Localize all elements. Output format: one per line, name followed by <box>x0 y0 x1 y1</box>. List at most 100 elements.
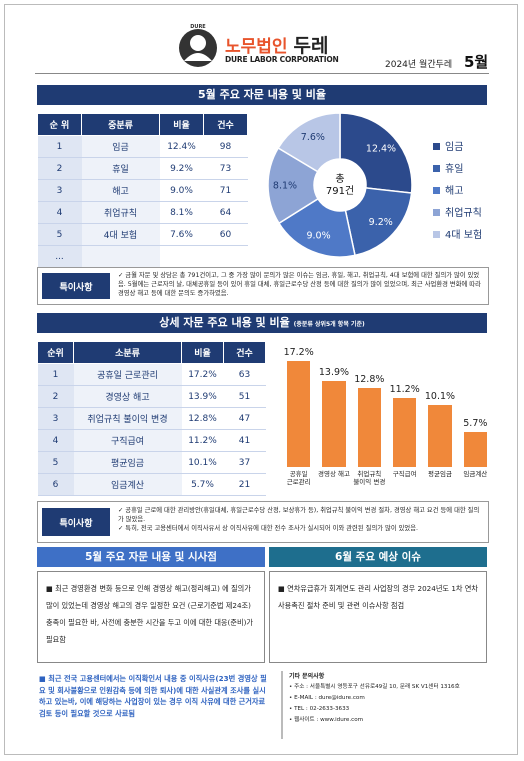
cell: 취업규칙 <box>81 201 160 224</box>
cell: 7.6% <box>159 223 204 246</box>
contact-line: • TEL : 02-2633-3633 <box>289 706 350 712</box>
cell <box>81 245 160 268</box>
cell: 17.2% <box>181 363 224 386</box>
bar <box>428 404 452 467</box>
cell: 공휴일 근로관리 <box>73 363 182 386</box>
logo: DURE <box>179 24 217 67</box>
cell: 12.8% <box>181 407 224 430</box>
table: 순위 소분류 비율 건수 1 공휴일 근로관리 17.2% 63 2 경영상 해고 13.9% 51 3… <box>37 341 266 496</box>
row: 3 해고 9.0% 71 <box>37 179 248 202</box>
header-cell: 비율 <box>159 113 204 136</box>
row: 5 4대 보험 7.6% 60 <box>37 223 248 246</box>
x-tick-label: 임금계산 <box>463 470 488 478</box>
legend-label: 4대 보험 <box>445 229 482 241</box>
header-cell: 순위 <box>37 341 74 364</box>
section-title: 상세 자문 주요 내용 및 비율 (중분류 상위5개 항목 기준) <box>37 313 487 333</box>
cell: 경영상 해고 <box>73 385 182 408</box>
cell: 6 <box>37 473 74 496</box>
cell: 64 <box>203 201 248 224</box>
slice-label: 7.6% <box>301 132 325 143</box>
note-item: ✓ 공휴일 근로에 대한 관리방안(휴일대체, 휴일근로수당 산정, 보상휴가 … <box>118 507 480 523</box>
cell: 3 <box>37 407 74 430</box>
row: 6 임금계산 5.7% 21 <box>37 473 266 496</box>
cell: 해고 <box>81 179 160 202</box>
bar <box>357 388 381 467</box>
issue: 2024년 월간두레 <box>385 60 453 70</box>
cell: 60 <box>203 223 248 246</box>
note-item: ✓ 특히, 전국 고용센터에서 이직사유서 상 이직사유에 대한 전수 조사가 … <box>118 525 418 532</box>
bar-chart: 17.2% 공휴일 근로관리 13.9% 경영상 해고 12.8% 취업규칙 불이익 변경… <box>281 345 493 493</box>
cell: 9.2% <box>159 157 204 180</box>
cell: 취업규칙 불이익 변경 <box>73 407 182 430</box>
cell: 구직급여 <box>73 429 182 452</box>
cell: ... <box>37 245 82 268</box>
center-label: 총 <box>335 173 344 185</box>
note-box: 특이사항 ✓ 금월 자문 및 상담은 총 791건이고, 그 중 가장 많이 문… <box>37 267 489 305</box>
cell <box>203 245 248 268</box>
row: 5 평균임금 10.1% 37 <box>37 451 266 474</box>
contact: 기타 문의사항 • 주소 : 서울특별시 영등포구 선유로49길 10, 문래 … <box>281 671 499 739</box>
cell: 12.4% <box>159 135 204 158</box>
row: 3 취업규칙 불이익 변경 12.8% 47 <box>37 407 266 430</box>
header-cell: 중분류 <box>81 113 160 136</box>
cell: 8.1% <box>159 201 204 224</box>
header-cell: 건수 <box>203 113 248 136</box>
legend-swatch <box>433 165 440 172</box>
line: 웹사이트 : www.idure.com <box>294 717 364 723</box>
table: 순 위 중분류 비율 건수 1 임금 12.4% 98 2 휴일 9.2% 73 3 해고 9.0% 71 4 취… <box>37 113 248 268</box>
line: 주소 : 서울특별시 영등포구 선유로49길 10, 문래 SK V1센터 13… <box>294 684 460 690</box>
cell: 1 <box>37 135 82 158</box>
firm-title: 노무법인 두레 <box>225 31 328 58</box>
text: 최근 전국 고용센터에서는 이직확인서 내용 중 이직사유(23번 경영상 필요… <box>39 674 267 718</box>
header-row: 순위 소분류 비율 건수 <box>37 341 266 364</box>
center-label: 791건 <box>326 185 354 197</box>
legend-label: 휴일 <box>445 163 463 175</box>
bar-value-label: 11.2% <box>389 383 420 395</box>
contact-line: • 주소 : 서울특별시 영등포구 선유로49길 10, 문래 SK V1센터 … <box>289 684 460 690</box>
firm-en: DURE LABOR CORPORATION <box>225 55 339 64</box>
x-tick-label: 경영상 해고 <box>318 470 350 478</box>
cell: 41 <box>223 429 266 452</box>
subtitle: (중분류 상위5개 항목 기준) <box>293 321 365 328</box>
legend-swatch <box>433 143 440 150</box>
bar-value-label: 13.9% <box>318 367 350 379</box>
note-box: 특이사항 ✓ 공휴일 근로에 대한 관리방안(휴일대체, 휴일근로수당 산정, … <box>37 501 489 543</box>
row: 2 경영상 해고 13.9% 51 <box>37 385 266 408</box>
logo-text: DURE <box>190 24 206 30</box>
cell: 4 <box>37 429 74 452</box>
note-label: 특이사항 <box>42 508 110 536</box>
note-text: ✓ 금월 자문 및 상담은 총 791건이고, 그 중 가장 많이 문의가 많은… <box>118 272 481 297</box>
donut-chart: 12.4% 임금 9.2% 휴일 9.0% 해고 8.1% 취업규칙 7.6% 4대 보험 총791… <box>267 112 482 258</box>
cell: 임금계산 <box>73 473 182 496</box>
bar <box>463 431 487 467</box>
cell: 4대 보험 <box>81 223 160 246</box>
donut-slice <box>277 197 356 258</box>
contact-title: 기타 문의사항 <box>289 673 325 680</box>
section-title: 5월 주요 자문 내용 및 비율 <box>37 85 487 105</box>
cell: 71 <box>203 179 248 202</box>
note: 금월 자문 및 상담은 총 791건이고, 그 중 가장 많이 문의가 많은 이… <box>118 272 481 297</box>
note-label: 특이사항 <box>42 273 110 299</box>
text: 연차유급휴가 회계연도 관리 사업장의 경우 2024년도 1차 연차사용촉진 … <box>278 584 479 610</box>
left-title: 5월 주요 자문 내용 및 시사점 <box>37 547 265 567</box>
cell: 10.1% <box>181 451 224 474</box>
row: 1 임금 12.4% 98 <box>37 135 248 158</box>
cell <box>159 245 204 268</box>
cell: 임금 <box>81 135 160 158</box>
cell: 13.9% <box>181 385 224 408</box>
right-title: 6월 주요 예상 이슈 <box>269 547 487 567</box>
bottom-note: ■ 최근 전국 고용센터에서는 이직확인서 내용 중 이직사유(23번 경영상 … <box>39 674 267 718</box>
cell: 21 <box>223 473 266 496</box>
legend-label: 취업규칙 <box>445 206 482 219</box>
left-text: ■ 최근 경영환경 변화 등으로 인해 경영상 해고(정리해고) 에 질의가 많… <box>46 584 253 644</box>
row: 4 취업규칙 8.1% 64 <box>37 201 248 224</box>
cell: 63 <box>223 363 266 386</box>
bar <box>322 381 346 467</box>
cell: 2 <box>37 385 74 408</box>
cell: 평균임금 <box>73 451 182 474</box>
slice-label: 9.0% <box>306 231 330 242</box>
cell: 11.2% <box>181 429 224 452</box>
bar-value-label: 17.2% <box>283 347 314 358</box>
cell: 2 <box>37 157 82 180</box>
cell: 휴일 <box>81 157 160 180</box>
